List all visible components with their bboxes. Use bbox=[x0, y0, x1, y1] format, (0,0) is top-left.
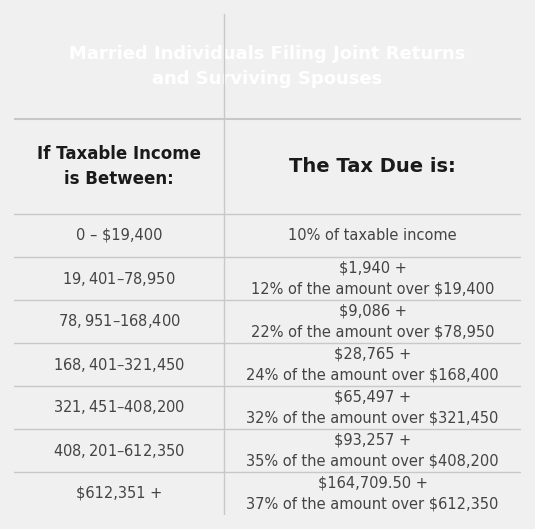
Text: 0 – $19,400: 0 – $19,400 bbox=[76, 228, 162, 243]
Text: $93,257 +
35% of the amount over $408,200: $93,257 + 35% of the amount over $408,20… bbox=[246, 433, 499, 469]
Text: $9,086 +
22% of the amount over $78,950: $9,086 + 22% of the amount over $78,950 bbox=[251, 304, 494, 340]
Text: $408,201 – $612,350: $408,201 – $612,350 bbox=[53, 442, 185, 460]
Text: $78,951 – $168,400: $78,951 – $168,400 bbox=[58, 313, 180, 331]
Text: $612,351 +: $612,351 + bbox=[76, 486, 162, 501]
Text: If Taxable Income
is Between:: If Taxable Income is Between: bbox=[37, 145, 201, 188]
Text: $28,765 +
24% of the amount over $168,400: $28,765 + 24% of the amount over $168,40… bbox=[246, 346, 499, 382]
Text: $321,451 – $408,200: $321,451 – $408,200 bbox=[53, 398, 185, 416]
Text: 10% of taxable income: 10% of taxable income bbox=[288, 228, 457, 243]
Text: $168,401 – $321,450: $168,401 – $321,450 bbox=[53, 355, 185, 373]
Text: $1,940 +
12% of the amount over $19,400: $1,940 + 12% of the amount over $19,400 bbox=[251, 260, 494, 296]
Text: $164,709.50 +
37% of the amount over $612,350: $164,709.50 + 37% of the amount over $61… bbox=[246, 476, 499, 512]
Text: $19,401 – $78,950: $19,401 – $78,950 bbox=[62, 269, 176, 287]
Text: Married Individuals Filing Joint Returns
and Surviving Spouses: Married Individuals Filing Joint Returns… bbox=[70, 45, 465, 88]
Text: The Tax Due is:: The Tax Due is: bbox=[289, 157, 456, 176]
Text: $65,497 +
32% of the amount over $321,450: $65,497 + 32% of the amount over $321,45… bbox=[246, 389, 499, 425]
